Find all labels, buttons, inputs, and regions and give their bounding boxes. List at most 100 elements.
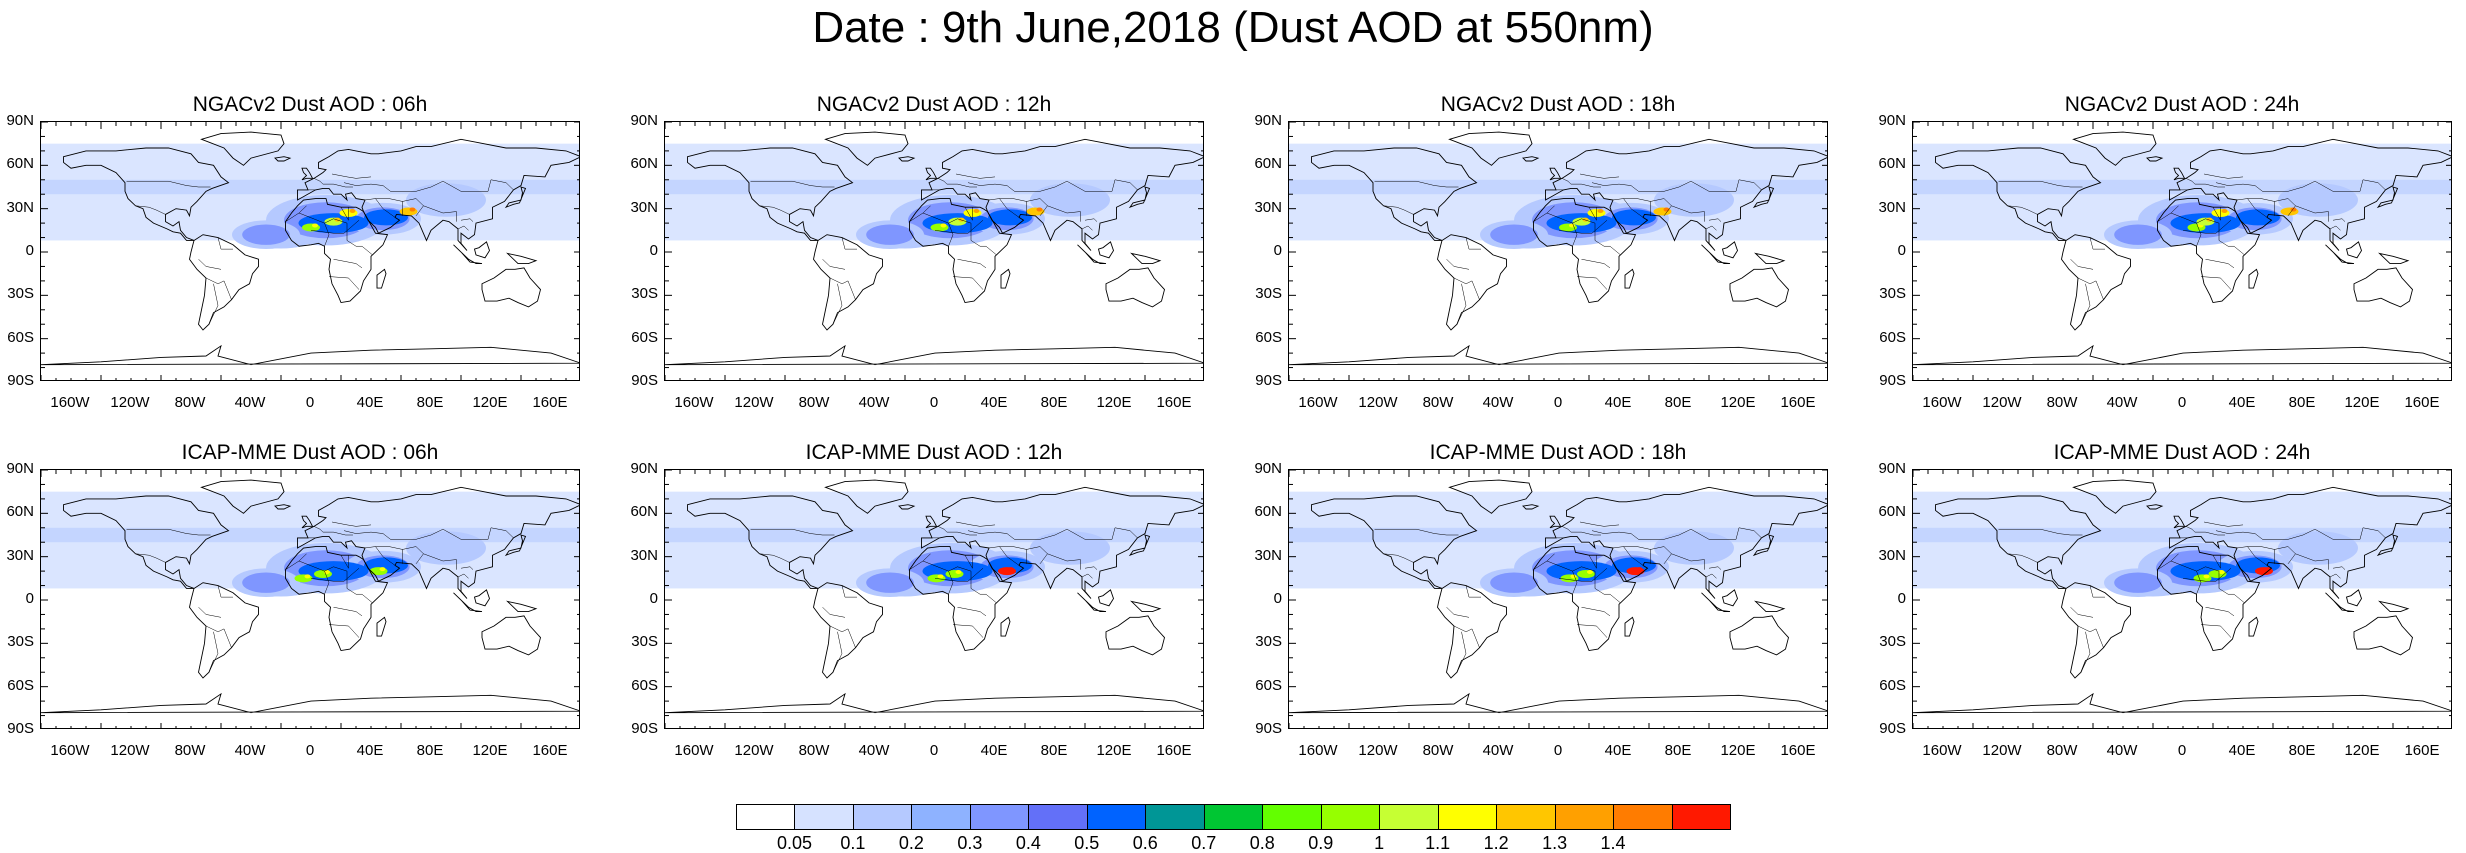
lat-tick-label: 60N [630,503,658,521]
country-border [948,223,954,247]
lat-tick-label: 0 [649,242,658,259]
coastline [1721,241,1738,259]
lon-tick-label: 40E [1604,394,1632,411]
lat-tick-label: 30S [631,633,658,651]
lat-tick-label: 0 [1273,242,1282,259]
country-border [970,240,997,256]
lon-tick-label: 160W [674,742,714,759]
lat-tick-label: 60N [1878,155,1906,173]
panel-title: NGACv2 Dust AOD : 12h [816,93,1052,116]
dust-hotspot [955,570,962,574]
figure-title: Date : 9th June,2018 (Dust AOD at 550nm) [812,3,1654,52]
country-border [1026,546,1048,565]
country-border [1708,218,1722,222]
country-border [2196,571,2202,595]
coastline [1729,267,1789,308]
lat-tick-label: 0 [1273,590,1282,607]
coastline [2146,156,2164,162]
country-border [2329,573,2341,579]
lat-tick-label: 30N [630,198,658,216]
dust-aod-map [1289,470,1827,728]
country-border [1705,573,1717,579]
lon-tick-label: 40E [356,394,384,411]
coastline [2157,198,2261,304]
country-border [829,625,856,648]
lon-tick-label: 80E [416,742,444,759]
lon-tick-label: 120W [1358,742,1398,759]
lat-tick-label: 60S [631,676,658,694]
coastline [285,198,389,304]
coastline [1935,147,2102,241]
dust-field-band [1289,527,1827,543]
lon-tick-label: 80W [174,742,206,759]
country-border [2080,283,2091,325]
lat-tick-label: 0 [25,242,34,259]
dust-hotspot [379,567,386,572]
coastline [824,131,909,166]
lon-tick-label: 120W [1358,394,1398,411]
lon-tick-label: 160W [1922,394,1962,411]
coastline [1913,692,2451,714]
lon-tick-label: 0 [1553,742,1563,759]
colorbar-swatch [1613,804,1673,830]
country-border [208,283,219,325]
panel-title: NGACv2 Dust AOD : 24h [2064,93,2300,116]
lat-tick-label: 90S [7,372,34,389]
lat-tick-label: 0 [25,590,34,607]
map-plot-area [1912,469,2452,729]
country-border [1581,606,1611,617]
country-border [2218,588,2245,604]
country-border [198,259,222,270]
country-border [198,607,222,618]
lon-tick-label: 160W [1922,742,1962,759]
dust-hotspot [1570,574,1577,579]
country-border [822,607,846,618]
lat-tick-label: 60S [1255,676,1282,694]
dust-hotspot [958,217,965,222]
colorbar-tick-label: 1.1 [1425,833,1451,853]
coastline [453,244,483,265]
coastline [1752,534,1775,557]
dust-plume [1666,536,1722,560]
country-border [333,606,363,617]
country-border [205,277,232,300]
country-border [934,568,984,582]
dust-plume [988,209,1032,226]
lat-tick-label: 90S [1255,720,1282,737]
coastline [1522,156,1540,162]
lat-tick-label: 30S [7,633,34,651]
dust-field-band [41,179,579,195]
country-border [1671,553,1705,570]
lon-tick-label: 40E [1604,742,1632,759]
country-border [2182,568,2232,582]
coastline [1130,252,1162,265]
coastline [1545,138,1827,251]
country-border [2215,182,2263,192]
country-border [1591,182,1639,192]
coastline [1533,546,1637,652]
coastline [1701,244,1731,265]
dust-hotspot [312,223,318,228]
coastline [2061,582,2131,679]
country-border [328,624,360,638]
lon-tick-label: 80W [1422,394,1454,411]
lon-tick-label: 160W [674,394,714,411]
lat-tick-label: 60N [6,155,34,173]
coastline [2248,268,2259,289]
lon-tick-label: 80E [1664,742,1692,759]
country-border [999,198,1027,216]
country-border [1014,179,1138,192]
lon-tick-label: 40W [1482,394,1514,411]
country-border [1453,277,1480,300]
lon-tick-label: 120E [1096,742,1132,759]
country-border [331,521,372,527]
lon-tick-label: 120E [2344,742,2380,759]
country-border [832,283,843,325]
country-border [217,237,233,250]
lat-tick-label: 90N [1254,460,1282,477]
lon-tick-label: 80W [174,394,206,411]
colorbar-swatch [1671,804,1731,830]
country-border [1561,526,1601,536]
dust-plume [2290,188,2346,212]
lon-tick-label: 40W [234,742,266,759]
